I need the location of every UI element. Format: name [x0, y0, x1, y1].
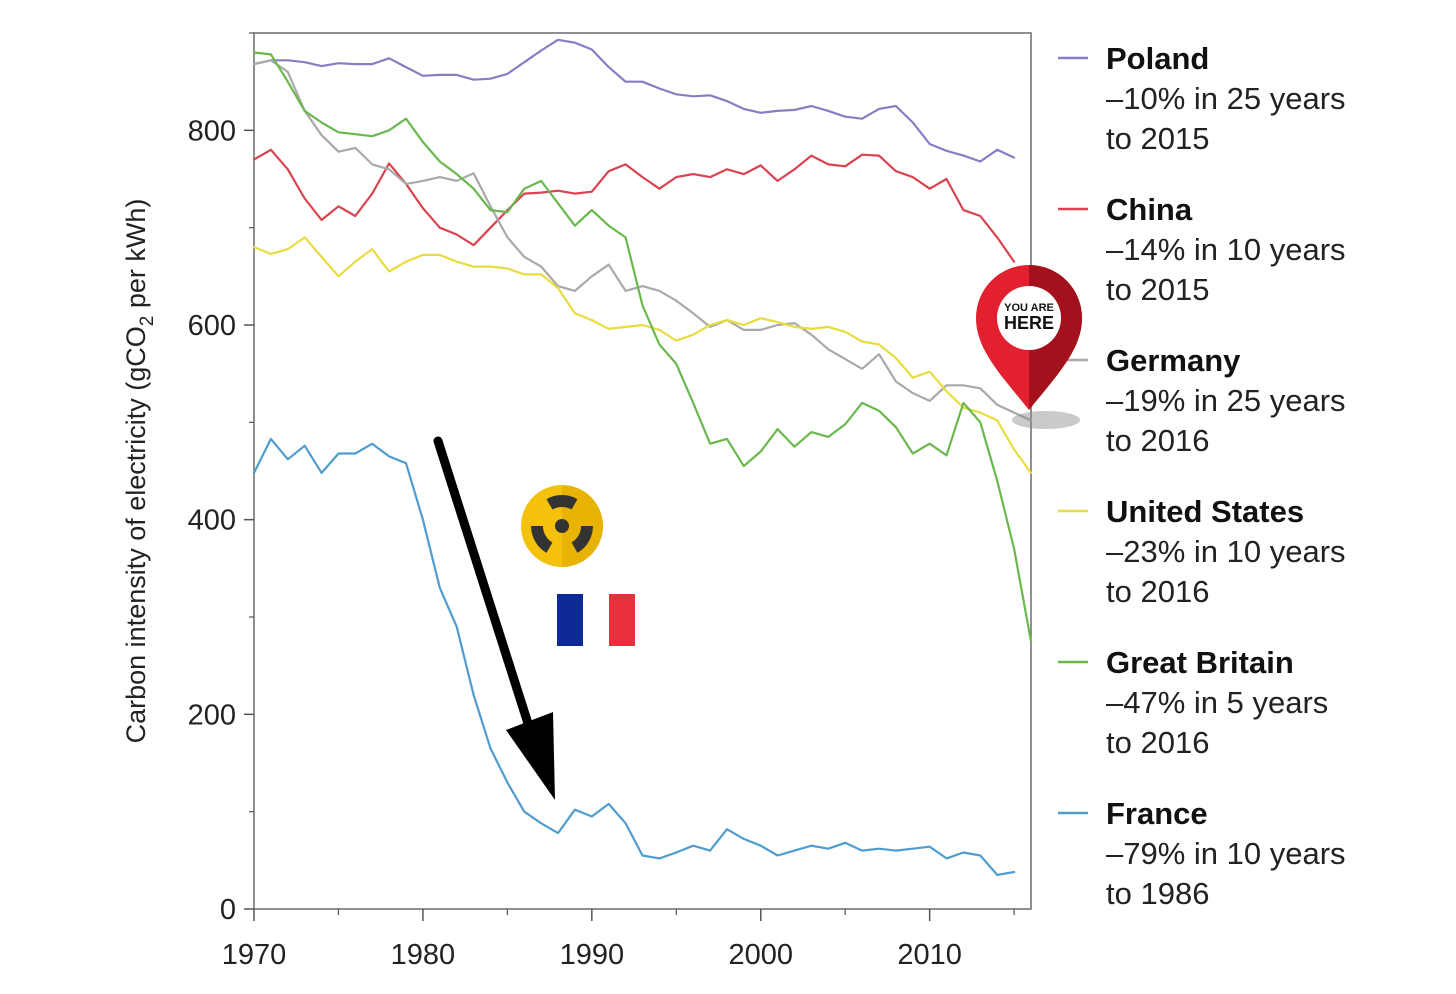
legend-name-france: France: [1106, 796, 1208, 831]
legend-name-poland: Poland: [1106, 41, 1209, 76]
y-tick-label: 0: [220, 894, 236, 926]
pin-shadow: [1012, 411, 1080, 429]
y-axis-label-subscript: 2: [137, 316, 158, 327]
x-tick-label: 1970: [222, 939, 287, 971]
trefoil-blade-right: [571, 525, 593, 553]
x-tick-label: 1990: [560, 939, 625, 971]
series-line-great-britain: [252, 51, 1033, 643]
plot-area-frame: [253, 32, 1032, 910]
legend-change-germany: –19% in 25 years: [1106, 383, 1346, 418]
y-tick-label: 200: [188, 699, 236, 731]
you-are-here-pin-icon: YOU ARE HERE: [976, 265, 1082, 429]
series-lines: [252, 38, 1033, 877]
annotations: YOU ARE HERE: [433, 265, 1082, 800]
y-tick-label: 600: [188, 310, 236, 342]
radiation-trefoil: [531, 495, 593, 553]
legend-period-united-states: to 2016: [1106, 574, 1209, 609]
y-tick-label: 400: [188, 505, 236, 537]
x-tick-label: 2000: [728, 939, 793, 971]
legend-change-great-britain: –47% in 5 years: [1106, 685, 1328, 720]
series-line-germany: [252, 59, 1033, 422]
series-line-china: [252, 148, 1016, 263]
legend-change-france: –79% in 10 years: [1106, 836, 1346, 871]
legend-change-united-states: –23% in 10 years: [1106, 534, 1346, 569]
legend-change-poland: –10% in 25 years: [1106, 81, 1346, 116]
legend-period-germany: to 2016: [1106, 423, 1209, 458]
x-axis: 1970 1980 1990 2000 2010: [222, 909, 1015, 971]
y-axis-label-tail: per kWh): [121, 199, 151, 316]
y-axis-label: Carbon intensity of electricity (gCO2 pe…: [121, 199, 158, 744]
legend-period-france: to 1986: [1106, 876, 1209, 911]
flag-stripe-white: [583, 594, 609, 646]
trefoil-center: [555, 519, 569, 533]
legend-period-poland: to 2015: [1106, 121, 1209, 156]
pin-inner-circle: [997, 286, 1061, 350]
legend-period-china: to 2015: [1106, 272, 1209, 307]
legend-name-china: China: [1106, 192, 1193, 227]
arrow-shaft: [433, 436, 537, 741]
legend-name-united-states: United States: [1106, 494, 1304, 529]
series-line-france: [252, 437, 1016, 877]
trefoil-blade-top: [546, 495, 578, 510]
legend-period-great-britain: to 2016: [1106, 725, 1209, 760]
legend-change-china: –14% in 10 years: [1106, 232, 1346, 267]
y-tick-label: 800: [188, 115, 236, 147]
x-tick-label: 1980: [391, 939, 456, 971]
flag-stripe-blue: [557, 594, 583, 646]
series-line-poland: [252, 38, 1016, 163]
legend-name-great-britain: Great Britain: [1106, 645, 1294, 680]
series-line-united-states: [252, 236, 1033, 474]
downward-arrow: [433, 436, 555, 800]
y-axis-label-main: Carbon intensity of electricity (gCO: [121, 326, 151, 743]
pin-label-line-2: HERE: [1004, 313, 1054, 333]
arrow-head: [506, 712, 555, 800]
radiation-icon: [521, 485, 603, 567]
y-axis: 0 200 400 600 800: [188, 32, 254, 926]
pin-label-line-1: YOU ARE: [1004, 302, 1054, 314]
legend: Poland –10% in 25 years to 2015 China –14% i…: [1058, 41, 1346, 911]
legend-name-germany: Germany: [1106, 343, 1241, 378]
x-tick-label: 2010: [897, 939, 962, 971]
france-flag-icon: [557, 594, 635, 646]
flag-stripe-red: [609, 594, 635, 646]
trefoil-blade-left: [531, 525, 553, 553]
